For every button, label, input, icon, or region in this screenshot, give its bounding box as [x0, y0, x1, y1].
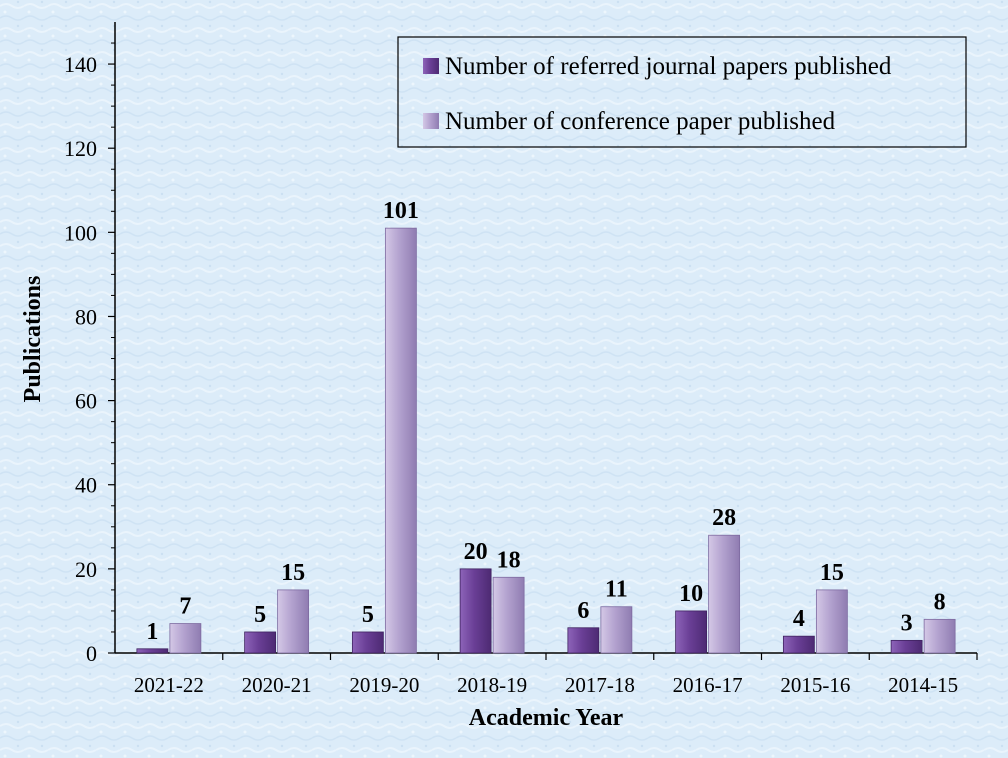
x-tick-label: 2018-19: [457, 673, 527, 697]
y-tick-label: 80: [75, 304, 97, 329]
x-axis-title: Academic Year: [469, 705, 624, 731]
bar-journal-2015-16: [782, 635, 815, 654]
data-labels: 17 5 15 5 101 20 18 6 11 10 28 4 15 38: [146, 198, 945, 645]
legend-swatch-conference: [423, 113, 439, 129]
bar-conference-2019-20: [384, 227, 417, 654]
legend-swatch-journal: [423, 58, 439, 74]
legend-label-journal: Number of referred journal papers publis…: [445, 53, 892, 80]
bar-conference-2014-15: [923, 618, 956, 654]
y-tick-label: 100: [64, 220, 97, 245]
data-label-conference-2019-20: 101: [383, 198, 419, 224]
y-axis-title: Publications: [20, 276, 46, 403]
bar-conference-2020-21: [277, 589, 310, 654]
x-tick-label: 2014-15: [888, 673, 958, 697]
x-tick-label: 2015-16: [780, 673, 850, 697]
data-label-journal-2015-16: 4: [793, 606, 805, 632]
x-tick-label: 2020-21: [242, 673, 312, 697]
y-tick-label: 20: [75, 557, 97, 582]
data-label-journal-2017-18: 6: [577, 598, 589, 624]
data-label-conference-2016-17: 28: [712, 505, 736, 531]
bar-journal-2020-21: [244, 631, 277, 654]
bar-conference-2016-17: [708, 534, 741, 654]
data-label-conference-2020-21: 15: [281, 560, 305, 586]
data-label-journal-2014-15: 3: [901, 610, 913, 636]
y-tick-label: 120: [64, 136, 97, 161]
legend-label-conference: Number of conference paper published: [445, 108, 836, 135]
y-tick-label: 40: [75, 473, 97, 498]
y-tick-label: 0: [86, 641, 97, 666]
data-label-conference-2015-16: 15: [820, 560, 844, 586]
data-label-conference-2014-15: 8: [934, 589, 946, 615]
bar-journal-2021-22: [136, 648, 169, 654]
data-label-journal-2016-17: 10: [679, 581, 703, 607]
x-tick-label: 2019-20: [349, 673, 419, 697]
data-label-journal-2019-20: 5: [362, 602, 374, 628]
data-label-conference-2021-22: 7: [179, 594, 191, 620]
bar-conference-2015-16: [815, 589, 848, 654]
legend-box: [397, 36, 967, 148]
data-label-conference-2017-18: 11: [605, 577, 628, 603]
bar-journal-2017-18: [567, 627, 600, 654]
x-tick-label: 2021-22: [134, 673, 204, 697]
data-label-journal-2020-21: 5: [254, 602, 266, 628]
bar-conference-2018-19: [492, 576, 525, 654]
bar-journal-2018-19: [459, 568, 492, 654]
bar-journal-2016-17: [675, 610, 708, 654]
bar-journal-2014-15: [890, 639, 923, 654]
x-tick-label: 2016-17: [673, 673, 743, 697]
data-label-journal-2018-19: 20: [464, 539, 488, 565]
bar-conference-2021-22: [169, 623, 202, 654]
x-tick-label: 2017-18: [565, 673, 635, 697]
bar-conference-2017-18: [600, 606, 633, 654]
bar-journal-2019-20: [351, 631, 384, 654]
bars: [136, 227, 956, 654]
legend: Number of referred journal papers publis…: [397, 36, 967, 148]
data-label-journal-2021-22: 1: [146, 619, 158, 645]
y-tick-label: 60: [75, 389, 97, 414]
data-label-conference-2018-19: 18: [497, 547, 521, 573]
y-tick-label: 140: [64, 52, 97, 77]
